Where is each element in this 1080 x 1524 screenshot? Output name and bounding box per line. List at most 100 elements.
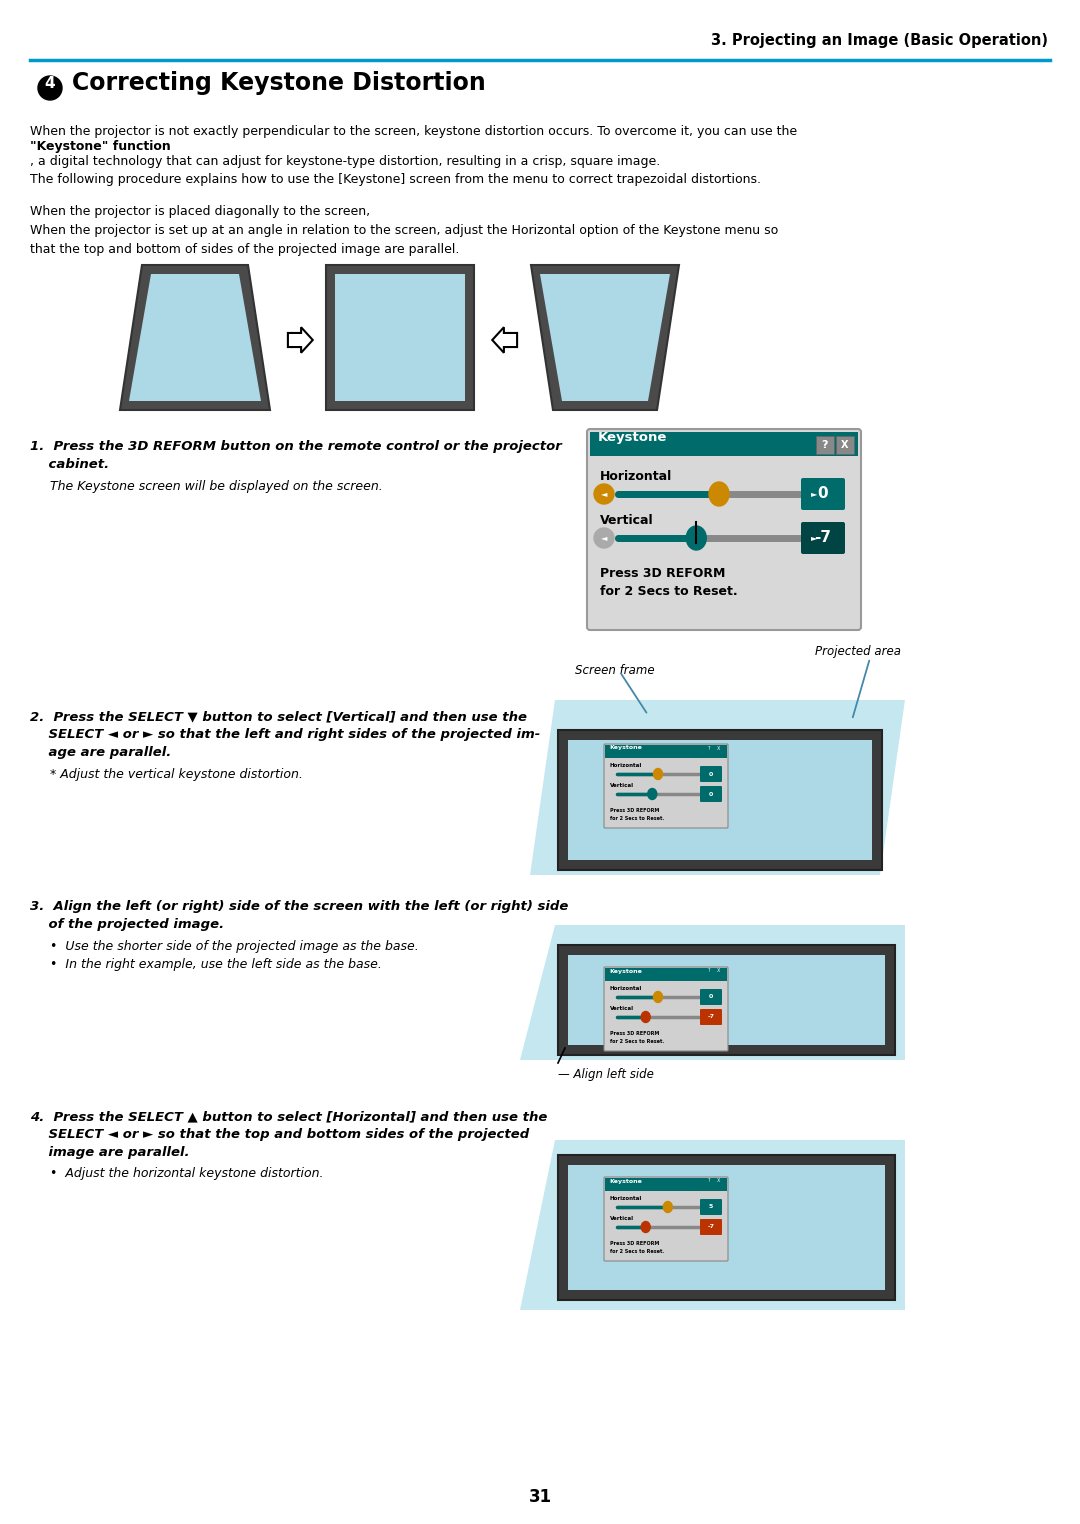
Text: Press 3D REFORM: Press 3D REFORM xyxy=(610,1241,660,1247)
Text: ?: ? xyxy=(707,745,711,750)
Text: X: X xyxy=(717,745,720,750)
FancyBboxPatch shape xyxy=(700,989,723,1004)
Text: -7: -7 xyxy=(707,1224,715,1230)
Text: age are parallel.: age are parallel. xyxy=(30,747,172,759)
Text: image are parallel.: image are parallel. xyxy=(30,1146,189,1158)
FancyBboxPatch shape xyxy=(700,1199,723,1215)
Text: 0: 0 xyxy=(708,995,713,1000)
Text: Horizontal: Horizontal xyxy=(600,469,672,483)
FancyBboxPatch shape xyxy=(604,1177,728,1260)
Text: X: X xyxy=(841,440,849,450)
Text: Keystone: Keystone xyxy=(598,431,667,445)
Text: Horizontal: Horizontal xyxy=(610,764,643,768)
Polygon shape xyxy=(492,328,517,352)
Ellipse shape xyxy=(686,526,706,550)
FancyBboxPatch shape xyxy=(700,1009,723,1026)
Text: •  In the right example, use the left side as the base.: • In the right example, use the left sid… xyxy=(50,959,382,971)
Polygon shape xyxy=(558,730,882,870)
Text: Vertical: Vertical xyxy=(610,1006,634,1010)
Bar xyxy=(605,968,727,981)
Text: ◄: ◄ xyxy=(600,489,607,498)
FancyBboxPatch shape xyxy=(700,767,723,782)
Ellipse shape xyxy=(708,482,729,506)
Text: 0: 0 xyxy=(708,791,713,797)
Circle shape xyxy=(594,485,615,504)
Circle shape xyxy=(594,527,615,549)
Text: 1.  Press the 3D REFORM button on the remote control or the projector: 1. Press the 3D REFORM button on the rem… xyxy=(30,440,562,453)
Text: Press 3D REFORM: Press 3D REFORM xyxy=(600,567,726,581)
FancyBboxPatch shape xyxy=(801,479,845,511)
Polygon shape xyxy=(568,1164,885,1289)
Text: for 2 Secs to Reset.: for 2 Secs to Reset. xyxy=(600,585,738,597)
FancyBboxPatch shape xyxy=(700,1219,723,1234)
Text: ►: ► xyxy=(811,533,818,543)
Text: Press 3D REFORM: Press 3D REFORM xyxy=(610,808,660,812)
Polygon shape xyxy=(326,265,474,410)
Circle shape xyxy=(38,76,62,101)
Text: Keystone: Keystone xyxy=(609,1178,642,1184)
Bar xyxy=(605,745,727,757)
Ellipse shape xyxy=(653,768,662,779)
Text: 0: 0 xyxy=(818,486,828,501)
Ellipse shape xyxy=(663,1201,673,1213)
Circle shape xyxy=(804,485,824,504)
FancyBboxPatch shape xyxy=(604,968,728,1052)
Text: SELECT ◄ or ► so that the left and right sides of the projected im-: SELECT ◄ or ► so that the left and right… xyxy=(30,728,540,741)
Text: 5: 5 xyxy=(708,1204,713,1210)
Bar xyxy=(590,431,858,456)
Text: of the projected image.: of the projected image. xyxy=(30,917,225,931)
Text: ►: ► xyxy=(811,489,818,498)
Text: Correcting Keystone Distortion: Correcting Keystone Distortion xyxy=(72,72,486,94)
Text: •  Use the shorter side of the projected image as the base.: • Use the shorter side of the projected … xyxy=(50,940,419,952)
Text: Vertical: Vertical xyxy=(610,1216,634,1221)
Circle shape xyxy=(804,527,824,549)
Text: for 2 Secs to Reset.: for 2 Secs to Reset. xyxy=(610,1039,664,1044)
Text: The Keystone screen will be displayed on the screen.: The Keystone screen will be displayed on… xyxy=(50,480,382,492)
Text: cabinet.: cabinet. xyxy=(30,459,109,471)
Text: for 2 Secs to Reset.: for 2 Secs to Reset. xyxy=(610,1250,664,1254)
Ellipse shape xyxy=(642,1222,650,1233)
Polygon shape xyxy=(129,274,261,401)
Text: Horizontal: Horizontal xyxy=(610,1196,643,1201)
Polygon shape xyxy=(568,741,872,860)
Polygon shape xyxy=(120,265,270,410)
Polygon shape xyxy=(531,265,679,410)
Text: -7: -7 xyxy=(707,1015,715,1020)
Polygon shape xyxy=(530,700,905,875)
Text: 31: 31 xyxy=(528,1487,552,1506)
Ellipse shape xyxy=(642,1012,650,1023)
Polygon shape xyxy=(288,328,313,352)
Text: 3. Projecting an Image (Basic Operation): 3. Projecting an Image (Basic Operation) xyxy=(711,34,1048,47)
Text: ?: ? xyxy=(707,1178,711,1184)
Text: Keystone: Keystone xyxy=(609,968,642,974)
Text: 3.  Align the left (or right) side of the screen with the left (or right) side: 3. Align the left (or right) side of the… xyxy=(30,901,568,913)
Polygon shape xyxy=(558,945,895,1055)
Text: ◄: ◄ xyxy=(600,533,607,543)
FancyBboxPatch shape xyxy=(588,428,861,629)
Text: SELECT ◄ or ► so that the top and bottom sides of the projected: SELECT ◄ or ► so that the top and bottom… xyxy=(30,1128,529,1141)
Polygon shape xyxy=(519,925,905,1061)
FancyBboxPatch shape xyxy=(604,744,728,828)
Text: When the projector is not exactly perpendicular to the screen, keystone distorti: When the projector is not exactly perpen… xyxy=(30,125,797,139)
Text: Vertical: Vertical xyxy=(610,783,634,788)
FancyBboxPatch shape xyxy=(700,786,723,802)
Text: ?: ? xyxy=(822,440,828,450)
Text: Keystone: Keystone xyxy=(609,745,642,750)
Ellipse shape xyxy=(653,992,662,1003)
Bar xyxy=(816,436,834,454)
Text: Vertical: Vertical xyxy=(600,514,653,527)
Text: Screen frame: Screen frame xyxy=(575,664,654,677)
Text: When the projector is placed diagonally to the screen,
When the projector is set: When the projector is placed diagonally … xyxy=(30,206,779,256)
Text: Press 3D REFORM: Press 3D REFORM xyxy=(610,1032,660,1036)
Text: 4.  Press the SELECT ▲ button to select [Horizontal] and then use the: 4. Press the SELECT ▲ button to select [… xyxy=(30,1109,548,1123)
Text: -7: -7 xyxy=(814,530,832,546)
Text: "Keystone" function: "Keystone" function xyxy=(30,140,171,152)
Polygon shape xyxy=(540,274,670,401)
FancyBboxPatch shape xyxy=(801,523,845,555)
Polygon shape xyxy=(558,1155,895,1300)
Bar xyxy=(836,436,854,454)
Text: ?: ? xyxy=(707,968,711,974)
Text: X: X xyxy=(717,968,720,974)
Text: 0: 0 xyxy=(708,771,713,777)
Text: Projected area: Projected area xyxy=(815,645,901,658)
